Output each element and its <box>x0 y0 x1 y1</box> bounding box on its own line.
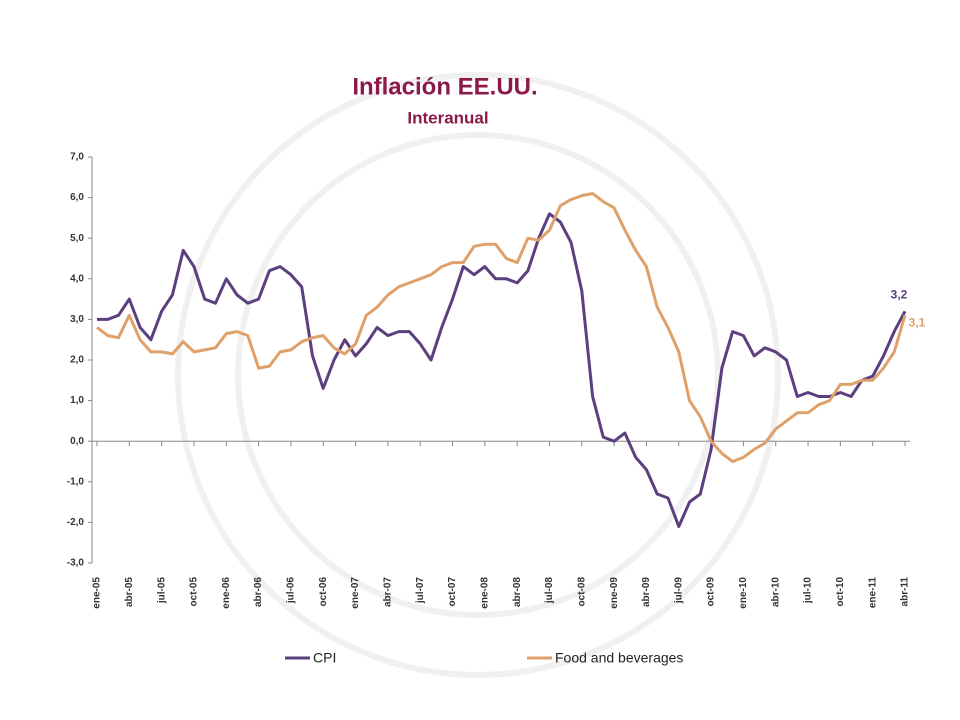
x-tick-label: jul-08 <box>544 577 555 605</box>
x-tick-label: abr-09 <box>641 577 652 607</box>
x-tick-label: ene-10 <box>738 577 749 609</box>
series-line <box>96 192 907 463</box>
x-tick-label: abr-05 <box>124 577 135 607</box>
y-tick-label: 3,0 <box>70 314 84 325</box>
y-tick-label: 5,0 <box>70 233 84 244</box>
data-label: 3,2 <box>891 287 908 301</box>
x-tick-label: abr-06 <box>253 577 264 607</box>
x-tick-label: oct-06 <box>318 577 329 607</box>
y-tick-label: -3,0 <box>67 558 85 569</box>
x-tick-label: oct-09 <box>706 577 717 607</box>
legend-label: Food and beverages <box>555 650 683 666</box>
y-tick-label: 4,0 <box>70 273 84 284</box>
x-tick-label: abr-08 <box>512 577 523 607</box>
x-tick-label: oct-05 <box>189 577 200 607</box>
y-tick-label: 1,0 <box>70 395 84 406</box>
x-tick-label: jul-06 <box>286 577 297 605</box>
data-label: 3,1 <box>909 316 926 330</box>
x-tick-label: oct-07 <box>447 577 458 607</box>
x-tick-label: abr-11 <box>900 577 911 607</box>
y-tick-label: -1,0 <box>67 476 85 487</box>
x-tick-label: oct-08 <box>576 577 587 607</box>
chart-subtitle: Interanual <box>407 108 488 127</box>
y-tick-label: 0,0 <box>70 436 84 447</box>
x-tick-label: oct-10 <box>835 577 846 607</box>
y-tick-label: 6,0 <box>70 192 84 203</box>
x-tick-label: ene-07 <box>350 577 361 609</box>
watermark <box>175 72 781 678</box>
x-tick-label: ene-06 <box>221 577 232 609</box>
x-tick-label: ene-08 <box>479 577 490 609</box>
x-tick-label: jul-10 <box>803 577 814 605</box>
x-tick-label: ene-11 <box>867 577 878 609</box>
chart-title: Inflación EE.UU. <box>352 73 537 100</box>
legend-label: CPI <box>313 650 336 666</box>
x-tick-label: jul-09 <box>673 577 684 605</box>
x-tick-label: abr-07 <box>383 577 394 607</box>
y-tick-label: -2,0 <box>67 517 85 528</box>
x-tick-label: abr-10 <box>770 577 781 607</box>
x-tick-label: ene-09 <box>609 577 620 609</box>
x-tick-label: ene-05 <box>92 577 103 609</box>
series-line <box>97 212 907 528</box>
x-tick-label: jul-05 <box>156 577 167 605</box>
x-tick-label: jul-07 <box>415 577 426 605</box>
y-tick-label: 7,0 <box>70 152 84 163</box>
y-tick-label: 2,0 <box>70 355 84 366</box>
